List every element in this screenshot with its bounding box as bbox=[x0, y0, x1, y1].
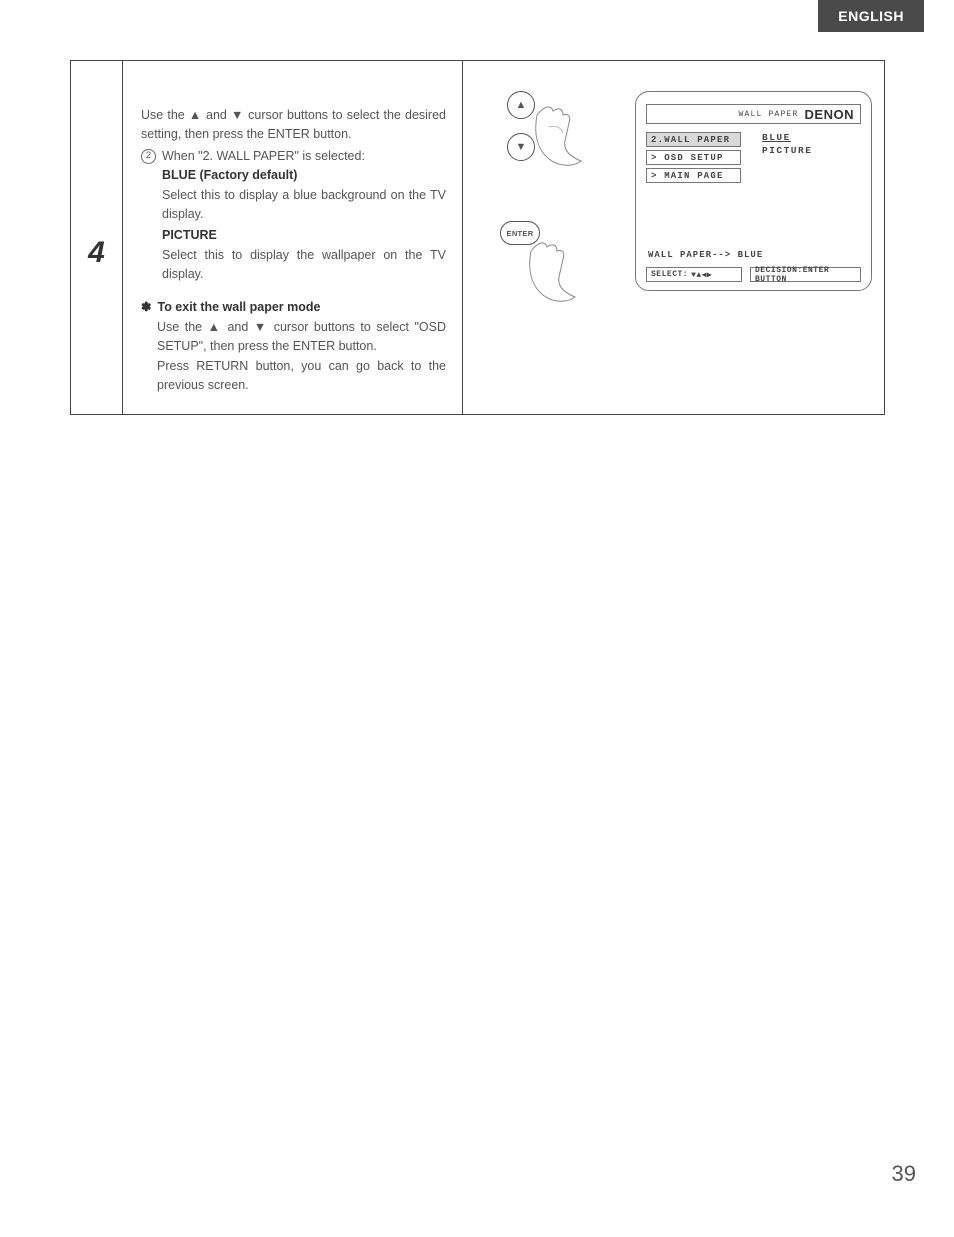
step-number: 4 bbox=[88, 236, 105, 270]
osd-decision-label: DECISION:ENTER BUTTON bbox=[755, 266, 856, 284]
page-number: 39 bbox=[892, 1161, 916, 1187]
remote-buttons-column: ▲ ▼ ENTER bbox=[475, 91, 605, 384]
illustration-column: ▲ ▼ ENTER WALL PAPER DENON 2.WA bbox=[463, 61, 884, 414]
exit-title-row: ✽ To exit the wall paper mode bbox=[141, 298, 446, 317]
osd-screen-panel: WALL PAPER DENON 2.WALL PAPER > OSD SETUP… bbox=[635, 91, 872, 291]
osd-menu-item: > OSD SETUP bbox=[646, 150, 741, 165]
language-label: ENGLISH bbox=[838, 8, 904, 24]
exit-body-1: Use the ▲ and ▼ cursor buttons to select… bbox=[141, 318, 446, 357]
hand-icon bbox=[519, 97, 599, 175]
exit-title: To exit the wall paper mode bbox=[157, 298, 320, 317]
denon-logo: DENON bbox=[805, 107, 854, 122]
osd-select-box: SELECT: ▼▲◀▶ bbox=[646, 267, 742, 282]
intro-text: Use the ▲ and ▼ cursor buttons to select… bbox=[141, 106, 446, 145]
osd-select-label: SELECT: bbox=[651, 270, 688, 279]
osd-menu-item: 2.WALL PAPER bbox=[646, 132, 741, 147]
item2-label: When "2. WALL PAPER" is selected: bbox=[162, 147, 365, 166]
osd-option: PICTURE bbox=[759, 145, 812, 156]
step-number-column: 4 bbox=[71, 61, 123, 414]
osd-decision-box: DECISION:ENTER BUTTON bbox=[750, 267, 861, 282]
enter-button-illustration: ENTER bbox=[485, 221, 595, 301]
picture-title: PICTURE bbox=[162, 226, 446, 245]
osd-menu-list: 2.WALL PAPER > OSD SETUP > MAIN PAGE bbox=[646, 132, 741, 183]
osd-title-small: WALL PAPER bbox=[739, 110, 799, 119]
language-tab: ENGLISH bbox=[818, 0, 924, 32]
instruction-column: Use the ▲ and ▼ cursor buttons to select… bbox=[123, 61, 463, 414]
blue-title: BLUE (Factory default) bbox=[162, 166, 446, 185]
osd-body: 2.WALL PAPER > OSD SETUP > MAIN PAGE BLUE P… bbox=[646, 132, 861, 183]
step-box: 4 Use the ▲ and ▼ cursor buttons to sele… bbox=[70, 60, 885, 415]
hand-icon bbox=[513, 233, 593, 311]
exit-mode-block: ✽ To exit the wall paper mode Use the ▲ … bbox=[141, 298, 446, 395]
osd-select-arrows: ▼▲◀▶ bbox=[691, 270, 712, 280]
osd-status-line: WALL PAPER--> BLUE bbox=[648, 250, 763, 260]
osd-menu-item: > MAIN PAGE bbox=[646, 168, 741, 183]
exit-body-2: Press RETURN button, you can go back to … bbox=[141, 357, 446, 396]
osd-option: BLUE bbox=[759, 132, 812, 143]
blue-option-block: BLUE (Factory default) Select this to di… bbox=[141, 166, 446, 284]
star-icon: ✽ bbox=[141, 298, 151, 317]
osd-options-list: BLUE PICTURE bbox=[759, 132, 812, 183]
circled-number-icon: 2 bbox=[141, 149, 156, 164]
numbered-item-2: 2 When "2. WALL PAPER" is selected: bbox=[141, 147, 446, 166]
osd-title-bar: WALL PAPER DENON bbox=[646, 104, 861, 124]
osd-footer: SELECT: ▼▲◀▶ DECISION:ENTER BUTTON bbox=[646, 267, 861, 282]
picture-body: Select this to display the wallpaper on … bbox=[162, 246, 446, 285]
cursor-buttons-illustration: ▲ ▼ bbox=[485, 91, 595, 181]
blue-body: Select this to display a blue background… bbox=[162, 186, 446, 225]
